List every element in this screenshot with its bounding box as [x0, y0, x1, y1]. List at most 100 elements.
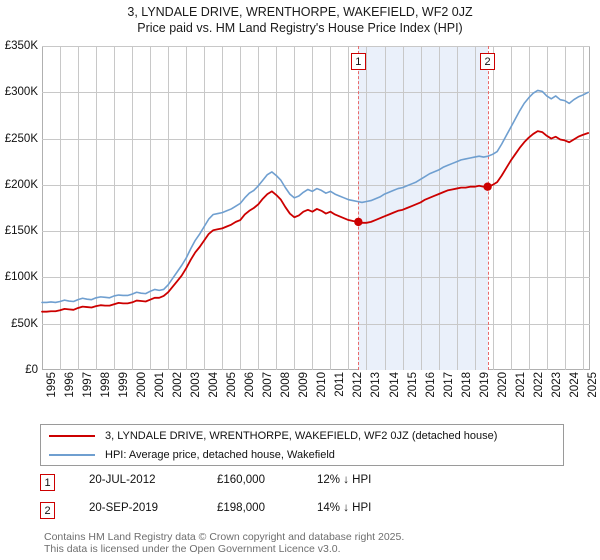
table-row[interactable]: 2 20-SEP-2019 £198,000 14% ↓ HPI [40, 500, 564, 528]
sale-hpi-delta: 14% ↓ HPI [317, 502, 372, 514]
x-axis-tick-label: 2014 [388, 372, 401, 398]
x-axis-tick-label: 2007 [262, 372, 275, 398]
x-axis-tick-label: 2013 [370, 372, 383, 398]
sale-markers [354, 182, 492, 227]
y-axis-tick-label: £200K [4, 178, 38, 191]
sale-point-marker[interactable] [483, 182, 492, 191]
y-axis-tick-label: £150K [4, 225, 38, 238]
sale-date: 20-JUL-2012 [89, 474, 156, 486]
x-axis-tick-label: 2004 [208, 372, 221, 398]
sale-event-badge[interactable]: 2 [480, 53, 496, 70]
x-axis-tick-label: 2018 [460, 372, 473, 398]
sale-price: £160,000 [217, 474, 265, 486]
x-axis-tick-label: 2005 [226, 372, 239, 398]
x-axis-tick-label: 2002 [172, 372, 185, 398]
sale-point-marker[interactable] [354, 217, 363, 227]
x-axis-tick-label: 1995 [46, 372, 58, 398]
y-axis-tick-label: £100K [4, 271, 38, 284]
x-axis-tick-label: 2017 [442, 372, 455, 398]
gridline-vertical [384, 46, 386, 370]
x-axis-tick-label: 2015 [406, 372, 419, 398]
sale-event-badge[interactable]: 1 [350, 53, 366, 70]
x-axis-tick-label: 2000 [136, 372, 149, 398]
sale-date: 20-SEP-2019 [89, 502, 159, 514]
gridline-vertical [78, 46, 80, 370]
x-axis-tick-label: 1997 [82, 372, 95, 398]
gridline-vertical [474, 46, 476, 370]
legend-item-property: 3, LYNDALE DRIVE, WRENTHORPE, WAKEFIELD,… [41, 426, 563, 446]
x-axis-tick-label: 2008 [280, 372, 293, 398]
chart-legend: 3, LYNDALE DRIVE, WRENTHORPE, WAKEFIELD,… [40, 424, 564, 466]
sale-event-line [487, 46, 489, 370]
x-axis-tick-label: 1998 [100, 372, 113, 398]
x-axis-tick-label: 2020 [496, 372, 509, 398]
gridline-vertical [294, 46, 296, 370]
gridline-horizontal [42, 231, 590, 233]
legend-swatch-hpi [49, 454, 95, 456]
gridline-vertical [330, 46, 332, 370]
x-axis-tick-label: 1996 [64, 372, 77, 398]
sale-index-badge: 1 [40, 474, 55, 491]
sale-price: £198,000 [217, 502, 265, 514]
y-axis-tick-label: £250K [4, 132, 38, 145]
gridline-vertical [564, 46, 566, 370]
gridline-horizontal [42, 184, 590, 186]
x-axis-tick-label: 2024 [568, 372, 581, 398]
legend-item-hpi: HPI: Average price, detached house, Wake… [41, 445, 563, 465]
gridline-vertical [132, 46, 134, 370]
gridline-vertical [96, 46, 98, 370]
sale-hpi-delta: 12% ↓ HPI [317, 474, 372, 486]
x-axis-tick-label: 2001 [154, 372, 167, 398]
plot-frame [42, 46, 590, 370]
x-axis-tick-label: 2003 [190, 372, 203, 398]
hpi-line [42, 90, 588, 302]
gridline-vertical [348, 46, 350, 370]
x-axis-labels: 1995 1996 1997 1998 1999 2000 2001 2002 2003 2004… [0, 372, 600, 420]
table-row[interactable]: 1 20-JUL-2012 £160,000 12% ↓ HPI [40, 472, 564, 500]
property-line [42, 131, 588, 312]
legend-swatch-property [49, 435, 95, 437]
x-axis-tick-label: 2019 [478, 372, 491, 398]
gridline-horizontal [42, 92, 590, 94]
y-axis-tick-label: £50K [11, 317, 38, 330]
gridline-vertical [276, 46, 278, 370]
gridline-vertical [510, 46, 512, 370]
gridline-vertical [114, 46, 116, 370]
gridline-vertical [438, 46, 440, 370]
series-lines [42, 46, 590, 370]
y-axis-tick-label: £350K [4, 40, 38, 52]
x-axis-tick-label: 2009 [298, 372, 311, 398]
page-title: 3, LYNDALE DRIVE, WRENTHORPE, WAKEFIELD,… [127, 5, 473, 19]
gridline-vertical [204, 46, 206, 370]
gridline-vertical [492, 46, 494, 370]
gridline-vertical [258, 46, 260, 370]
gridline-horizontal [42, 46, 590, 47]
gridline-vertical [240, 46, 242, 370]
gridline-vertical [528, 46, 530, 370]
ownership-highlight-band [358, 46, 488, 370]
page-subtitle: Price paid vs. HM Land Registry's House … [137, 21, 463, 35]
attribution-footer: Contains HM Land Registry data © Crown c… [44, 531, 584, 555]
gridline-horizontal [42, 138, 590, 140]
gridline-vertical [402, 46, 404, 370]
legend-label-hpi: HPI: Average price, detached house, Wake… [105, 449, 335, 461]
gridline-horizontal [42, 323, 590, 325]
gridline-vertical [546, 46, 548, 370]
gridline-horizontal [42, 277, 590, 279]
footer-line-2: This data is licensed under the Open Gov… [44, 543, 341, 555]
sales-table: 1 20-JUL-2012 £160,000 12% ↓ HPI 2 20-SE… [40, 472, 564, 528]
gridline-vertical [150, 46, 152, 370]
gridline-vertical [582, 46, 584, 370]
gridline-vertical [60, 46, 62, 370]
sale-event-line [358, 46, 360, 370]
gridline-vertical [366, 46, 368, 370]
x-axis-tick-label: 2012 [352, 372, 365, 398]
footer-line-1: Contains HM Land Registry data © Crown c… [44, 531, 405, 543]
x-axis-tick-label: 2021 [514, 372, 527, 398]
x-axis-tick-label: 2016 [424, 372, 437, 398]
gridline-vertical [168, 46, 170, 370]
y-axis-tick-label: £300K [4, 86, 38, 99]
gridline-vertical [420, 46, 422, 370]
x-axis-tick-label: 2010 [316, 372, 329, 398]
